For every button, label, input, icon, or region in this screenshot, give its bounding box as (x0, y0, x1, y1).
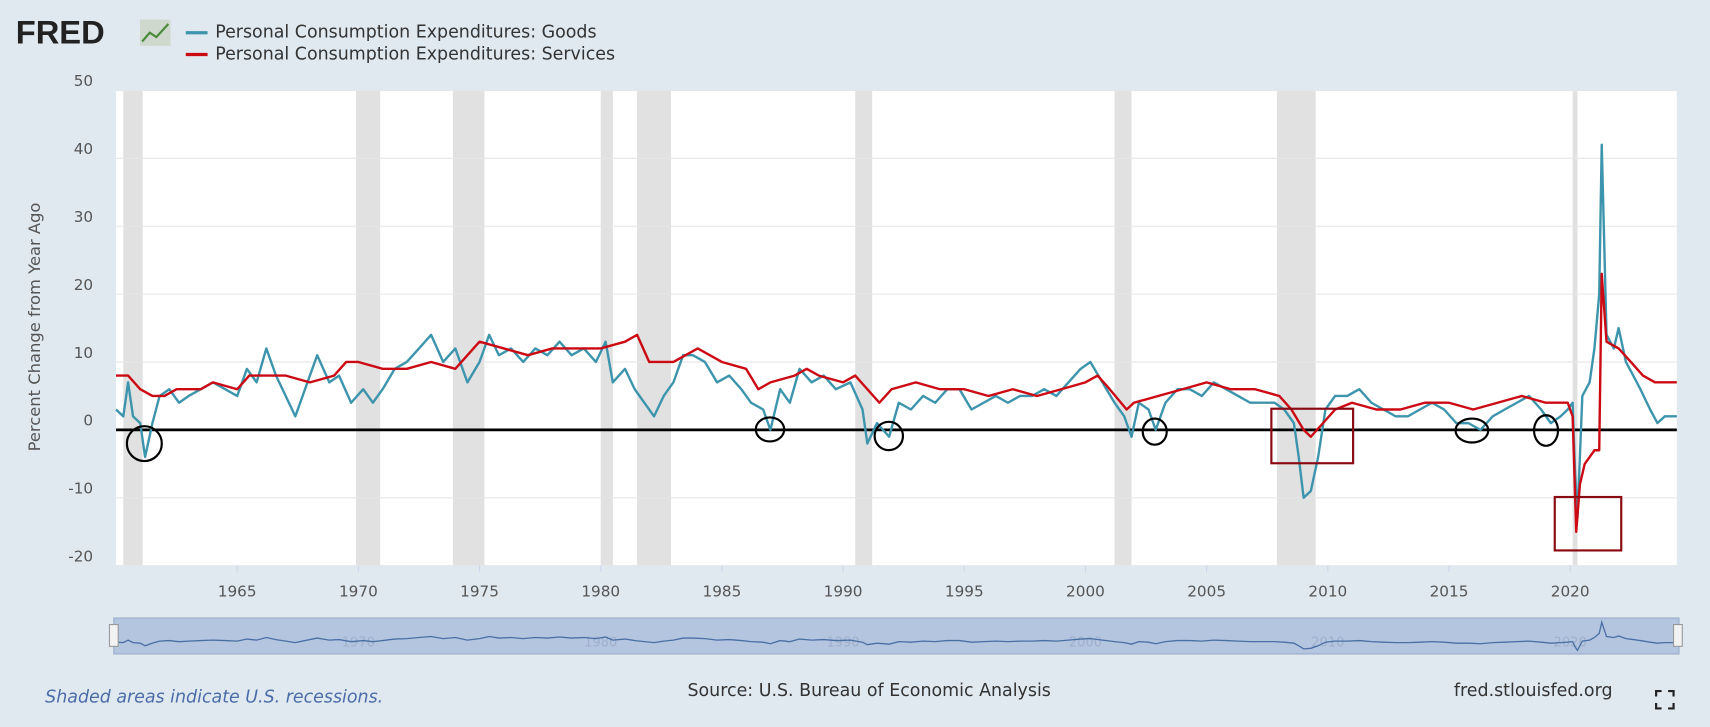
logo: FRED (16, 14, 105, 51)
navigator-tick-label: 2000 (1069, 636, 1102, 651)
navigator-handle[interactable] (1673, 623, 1683, 647)
navigator-tick-label: 2010 (1311, 636, 1344, 651)
navigator-content: 1970 1980 1990 2000 2010 2020 (115, 619, 1677, 652)
annotation-circle (1532, 414, 1560, 447)
y-tick-label: 0 (83, 412, 93, 430)
recession-band (637, 90, 672, 566)
x-tick-label: 2015 (1430, 582, 1469, 600)
recession-band (123, 90, 143, 566)
plot-area (116, 90, 1677, 566)
fullscreen-corners (1655, 689, 1675, 710)
x-tick-label: 2000 (1066, 582, 1105, 600)
recession-band (355, 90, 381, 566)
legend-label: Personal Consumption Expenditures: Servi… (215, 44, 615, 64)
annotation-circle (873, 420, 905, 452)
navigator-line (115, 619, 1677, 652)
recession-note: Shaded areas indicate U.S. recessions. (45, 688, 383, 708)
x-tick-label: 1995 (945, 582, 984, 600)
y-axis-label: Percent Change from Year Ago (25, 203, 44, 452)
annotation-circle (754, 416, 786, 443)
navigator-tick-label: 1970 (342, 636, 375, 651)
site-link[interactable]: fred.stlouisfed.org (1454, 681, 1613, 701)
source: Source: U.S. Bureau of Economic Analysis (687, 681, 1050, 701)
annotation-box (1553, 495, 1623, 552)
x-tick-label: 1985 (703, 582, 742, 600)
y-tick-label: 40 (74, 140, 93, 158)
x-tick-label: 1970 (339, 582, 378, 600)
annotation-circle (1141, 417, 1168, 446)
recessions (123, 90, 1578, 566)
series-line (116, 272, 1677, 533)
y-tick-label: 30 (74, 208, 93, 226)
x-tick-label: 2005 (1187, 582, 1226, 600)
y-tick-label: 50 (74, 72, 93, 90)
annotation-circle (125, 425, 163, 463)
x-tick-label: 1975 (460, 582, 499, 600)
logo-icon (139, 19, 171, 46)
x-tick-label: 1990 (824, 582, 863, 600)
y-tick-label: -20 (68, 547, 93, 565)
navigator-tick-label: 1990 (826, 636, 859, 651)
lines (115, 143, 1677, 533)
x-tick-label: 2010 (1308, 582, 1347, 600)
recession-band (1114, 90, 1132, 566)
y-tick-label: 20 (74, 276, 93, 294)
legend-label: Personal Consumption Expenditures: Goods (215, 23, 596, 43)
recession-band (1276, 90, 1316, 566)
series-line (115, 143, 1677, 520)
fullscreen-icon[interactable] (1655, 689, 1675, 710)
recession-band (855, 90, 873, 566)
annotation-circle (1454, 417, 1490, 444)
y-tick-label: -10 (68, 480, 93, 498)
x-tick-label: 2020 (1551, 582, 1590, 600)
recession-band (452, 90, 485, 566)
grid: -20 -10 0 10 20 30 40 50 1965 1970 1975 1980 1985 199… (68, 72, 1677, 600)
logo-icon-line (141, 23, 170, 43)
recession-band (600, 90, 613, 566)
x-tick-label: 1980 (581, 582, 620, 600)
annotations (125, 407, 1623, 552)
legend: Personal Consumption Expenditures: Goods… (185, 23, 615, 64)
annotation-box (1270, 407, 1355, 465)
navigator-tick-label: 2020 (1554, 636, 1587, 651)
y-tick-label: 10 (74, 344, 93, 362)
recession-band (1572, 90, 1578, 566)
navigator-tick-label: 1980 (584, 636, 617, 651)
x-tick-label: 1965 (218, 582, 257, 600)
logo-icon-bg (139, 19, 171, 46)
navigator-handle[interactable] (108, 623, 119, 647)
